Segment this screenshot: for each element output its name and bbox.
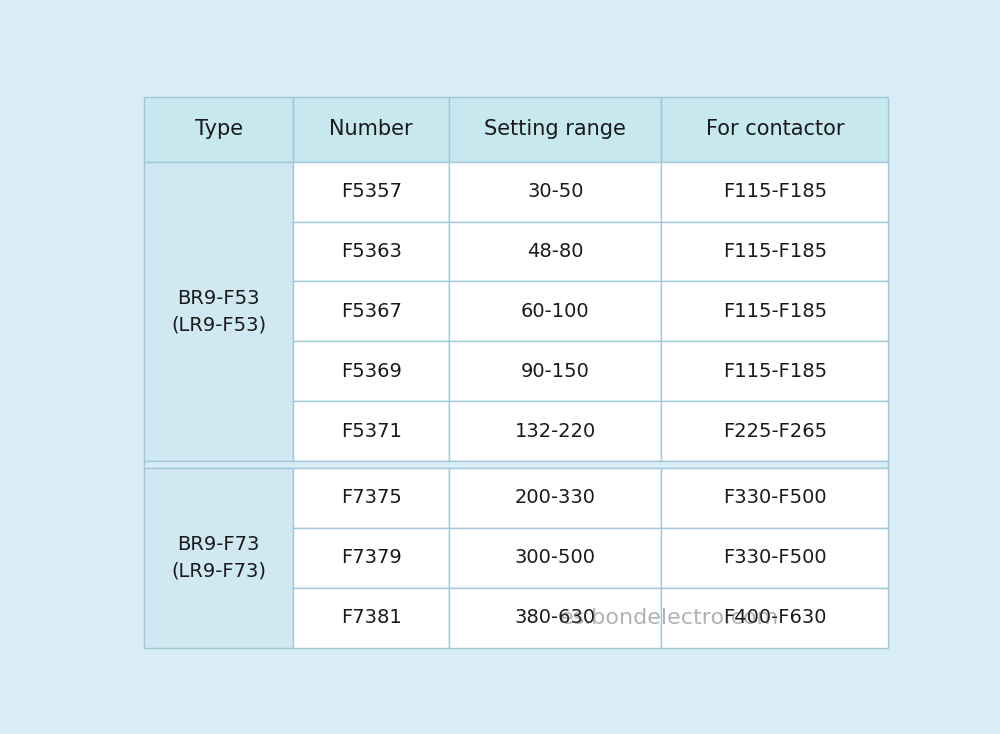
Text: F115-F185: F115-F185 [723, 302, 827, 321]
Text: F115-F185: F115-F185 [723, 242, 827, 261]
Text: F7379: F7379 [341, 548, 402, 567]
FancyBboxPatch shape [449, 281, 661, 341]
Text: F7381: F7381 [341, 608, 402, 627]
Text: F5363: F5363 [341, 242, 402, 261]
Text: BR9-F73
(LR9-F73): BR9-F73 (LR9-F73) [171, 535, 266, 581]
FancyBboxPatch shape [144, 468, 293, 647]
FancyBboxPatch shape [661, 528, 888, 588]
FancyBboxPatch shape [661, 161, 888, 222]
FancyBboxPatch shape [293, 401, 449, 461]
FancyBboxPatch shape [449, 341, 661, 401]
Text: 380-630: 380-630 [515, 608, 596, 627]
FancyBboxPatch shape [449, 97, 661, 161]
FancyBboxPatch shape [293, 97, 449, 161]
Text: 48-80: 48-80 [527, 242, 584, 261]
FancyBboxPatch shape [449, 528, 661, 588]
Text: F115-F185: F115-F185 [723, 182, 827, 201]
FancyBboxPatch shape [449, 222, 661, 281]
FancyBboxPatch shape [661, 222, 888, 281]
Text: F5367: F5367 [341, 302, 402, 321]
Text: 60-100: 60-100 [521, 302, 590, 321]
FancyBboxPatch shape [293, 161, 449, 222]
Text: Setting range: Setting range [484, 119, 626, 139]
Text: 300-500: 300-500 [515, 548, 596, 567]
Text: For contactor: For contactor [706, 119, 844, 139]
Text: Type: Type [195, 119, 243, 139]
Text: Number: Number [329, 119, 413, 139]
FancyBboxPatch shape [449, 468, 661, 528]
FancyBboxPatch shape [144, 461, 888, 468]
FancyBboxPatch shape [449, 401, 661, 461]
Text: F225-F265: F225-F265 [723, 422, 827, 440]
FancyBboxPatch shape [293, 528, 449, 588]
FancyBboxPatch shape [293, 281, 449, 341]
FancyBboxPatch shape [293, 222, 449, 281]
FancyBboxPatch shape [449, 588, 661, 647]
Text: F400-F630: F400-F630 [723, 608, 827, 627]
Text: F330-F500: F330-F500 [723, 548, 827, 567]
FancyBboxPatch shape [661, 97, 888, 161]
FancyBboxPatch shape [661, 588, 888, 647]
FancyBboxPatch shape [449, 161, 661, 222]
Text: F5357: F5357 [341, 182, 402, 201]
Text: F115-F185: F115-F185 [723, 362, 827, 381]
FancyBboxPatch shape [661, 281, 888, 341]
FancyBboxPatch shape [144, 97, 293, 161]
Text: 30-50: 30-50 [527, 182, 584, 201]
Text: 90-150: 90-150 [521, 362, 590, 381]
Text: F5369: F5369 [341, 362, 402, 381]
FancyBboxPatch shape [661, 468, 888, 528]
Text: 132-220: 132-220 [515, 422, 596, 440]
FancyBboxPatch shape [293, 588, 449, 647]
Text: F7375: F7375 [341, 488, 402, 507]
Text: F330-F500: F330-F500 [723, 488, 827, 507]
FancyBboxPatch shape [293, 341, 449, 401]
Text: es.bondelectro.com: es.bondelectro.com [559, 608, 779, 628]
FancyBboxPatch shape [661, 401, 888, 461]
Text: 200-330: 200-330 [515, 488, 596, 507]
Text: BR9-F53
(LR9-F53): BR9-F53 (LR9-F53) [171, 288, 266, 334]
Text: F5371: F5371 [341, 422, 402, 440]
FancyBboxPatch shape [661, 341, 888, 401]
FancyBboxPatch shape [293, 468, 449, 528]
FancyBboxPatch shape [144, 161, 293, 461]
